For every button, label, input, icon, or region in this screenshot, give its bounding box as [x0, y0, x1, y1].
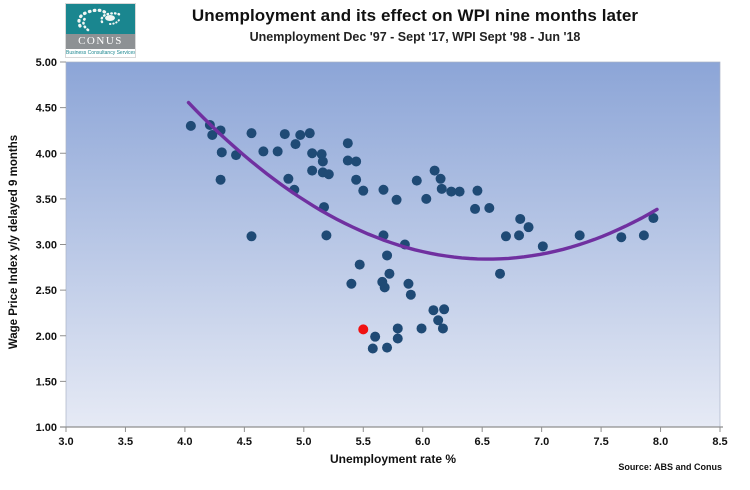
data-point-unemployment-vs-wpi [495, 268, 506, 279]
logo-name: CONUS [66, 34, 135, 49]
x-tick-label: 7.0 [534, 436, 549, 448]
data-point-unemployment-vs-wpi [392, 323, 403, 334]
data-point-unemployment-vs-wpi [484, 203, 495, 213]
x-tick-label: 4.5 [237, 436, 252, 448]
data-point-unemployment-vs-wpi [537, 241, 548, 252]
data-point-unemployment-vs-wpi [416, 323, 427, 334]
y-tick-label: 2.50 [36, 285, 57, 297]
x-tick-label: 6.5 [475, 436, 490, 448]
data-point-unemployment-vs-wpi [428, 305, 439, 316]
data-point-unemployment-vs-wpi [405, 289, 416, 300]
x-tick-label: 3.5 [118, 436, 133, 448]
data-point-unemployment-vs-wpi [391, 194, 402, 205]
data-point-unemployment-vs-wpi [384, 268, 395, 279]
source-note: Source: ABS and Conus [618, 462, 722, 472]
data-point-unemployment-vs-wpi [367, 343, 378, 354]
data-point-unemployment-vs-wpi [379, 282, 390, 293]
data-point-unemployment-vs-wpi [207, 130, 218, 140]
scatter-plot: 1.00 1.50 2.00 2.50 3.00 3.50 4.00 4.50 5.00 3.0 3… [36, 57, 728, 448]
x-tick-label: 6.0 [415, 436, 430, 448]
data-point-unemployment-vs-wpi [382, 342, 393, 353]
data-point-unemployment-vs-wpi [436, 183, 447, 194]
y-tick-label: 3.00 [36, 240, 57, 252]
data-point-unemployment-vs-wpi [638, 230, 649, 241]
x-tick-label: 8.5 [712, 436, 727, 448]
data-point-unemployment-vs-wpi [342, 155, 353, 166]
data-point-unemployment-vs-wpi [648, 213, 659, 224]
data-point-unemployment-vs-wpi [403, 278, 414, 289]
data-point-unemployment-vs-wpi [574, 230, 585, 241]
trend-curve [186, 100, 659, 261]
conus-logo: CONUS Business Consultancy Services [65, 3, 136, 58]
x-tick-label: 5.0 [296, 436, 311, 448]
y-tick-label: 1.00 [36, 422, 57, 434]
data-point-unemployment-vs-wpi [435, 173, 446, 184]
data-point-unemployment-vs-wpi [429, 165, 440, 176]
data-point-unemployment-vs-wpi [295, 130, 306, 140]
data-point-unemployment-vs-wpi [321, 230, 332, 241]
data-point-unemployment-vs-wpi [382, 250, 393, 261]
data-point-unemployment-vs-wpi [185, 120, 196, 131]
data-point-unemployment-vs-wpi [616, 232, 627, 243]
data-point-unemployment-vs-wpi [411, 175, 422, 186]
x-tick-label: 5.5 [356, 436, 371, 448]
data-point-unemployment-vs-wpi [500, 231, 511, 242]
data-point-unemployment-vs-wpi [279, 129, 290, 140]
data-point-unemployment-vs-wpi [515, 213, 526, 224]
data-point-unemployment-vs-wpi [346, 278, 357, 289]
data-point-unemployment-vs-wpi [317, 156, 328, 167]
data-point-unemployment-vs-wpi [283, 173, 294, 184]
data-point-unemployment-vs-wpi [454, 186, 465, 197]
data-point-unemployment-vs-wpi [392, 333, 403, 344]
data-point-unemployment-vs-wpi [215, 174, 226, 185]
chart-header: Unemployment and its effect on WPI nine … [85, 6, 745, 44]
data-point-unemployment-vs-wpi [216, 147, 227, 158]
data-point-unemployment-vs-wpi [307, 165, 318, 176]
data-point-unemployment-vs-wpi [437, 323, 448, 334]
data-point-unemployment-vs-wpi [358, 185, 369, 196]
x-axis-label: Unemployment rate % [329, 452, 457, 466]
data-point-unemployment-vs-wpi [523, 222, 534, 233]
data-point-latest-observation-highlight [358, 324, 369, 335]
chart-subtitle: Unemployment Dec '97 - Sept '17, WPI Sep… [249, 30, 581, 44]
data-point-unemployment-vs-wpi [514, 230, 525, 241]
data-point-unemployment-vs-wpi [290, 139, 301, 150]
x-tick-label: 7.5 [593, 436, 608, 448]
y-tick-label: 4.00 [36, 148, 57, 160]
data-point-unemployment-vs-wpi [439, 304, 450, 315]
data-point-unemployment-vs-wpi [258, 146, 269, 157]
data-point-unemployment-vs-wpi [421, 193, 432, 204]
y-tick-label: 1.50 [36, 376, 57, 388]
logo-swirl-icon [66, 4, 135, 34]
data-point-unemployment-vs-wpi [246, 231, 257, 242]
data-point-unemployment-vs-wpi [342, 138, 353, 149]
data-point-unemployment-vs-wpi [446, 186, 457, 197]
data-point-unemployment-vs-wpi [354, 259, 365, 270]
data-point-unemployment-vs-wpi [323, 169, 334, 180]
x-tick-label: 4.0 [177, 436, 192, 448]
data-point-unemployment-vs-wpi [472, 185, 483, 196]
y-tick-label: 4.50 [36, 103, 57, 115]
data-point-unemployment-vs-wpi [307, 148, 318, 159]
data-point-unemployment-vs-wpi [470, 203, 481, 214]
data-point-unemployment-vs-wpi [304, 128, 315, 139]
data-point-unemployment-vs-wpi [378, 184, 389, 195]
data-point-unemployment-vs-wpi [351, 174, 362, 185]
x-tick-label: 8.0 [653, 436, 668, 448]
logo-tagline: Business Consultancy Services [66, 49, 135, 57]
y-tick-label: 5.00 [36, 57, 57, 69]
data-point-unemployment-vs-wpi [433, 315, 444, 326]
chart-title: Unemployment and its effect on WPI nine … [191, 6, 639, 25]
x-tick-label: 3.0 [58, 436, 73, 448]
y-tick-label: 2.00 [36, 331, 57, 343]
data-point-unemployment-vs-wpi [272, 146, 283, 157]
data-point-unemployment-vs-wpi [246, 128, 257, 139]
data-point-unemployment-vs-wpi [351, 156, 362, 167]
y-tick-label: 3.50 [36, 194, 57, 206]
data-point-unemployment-vs-wpi [370, 331, 381, 342]
